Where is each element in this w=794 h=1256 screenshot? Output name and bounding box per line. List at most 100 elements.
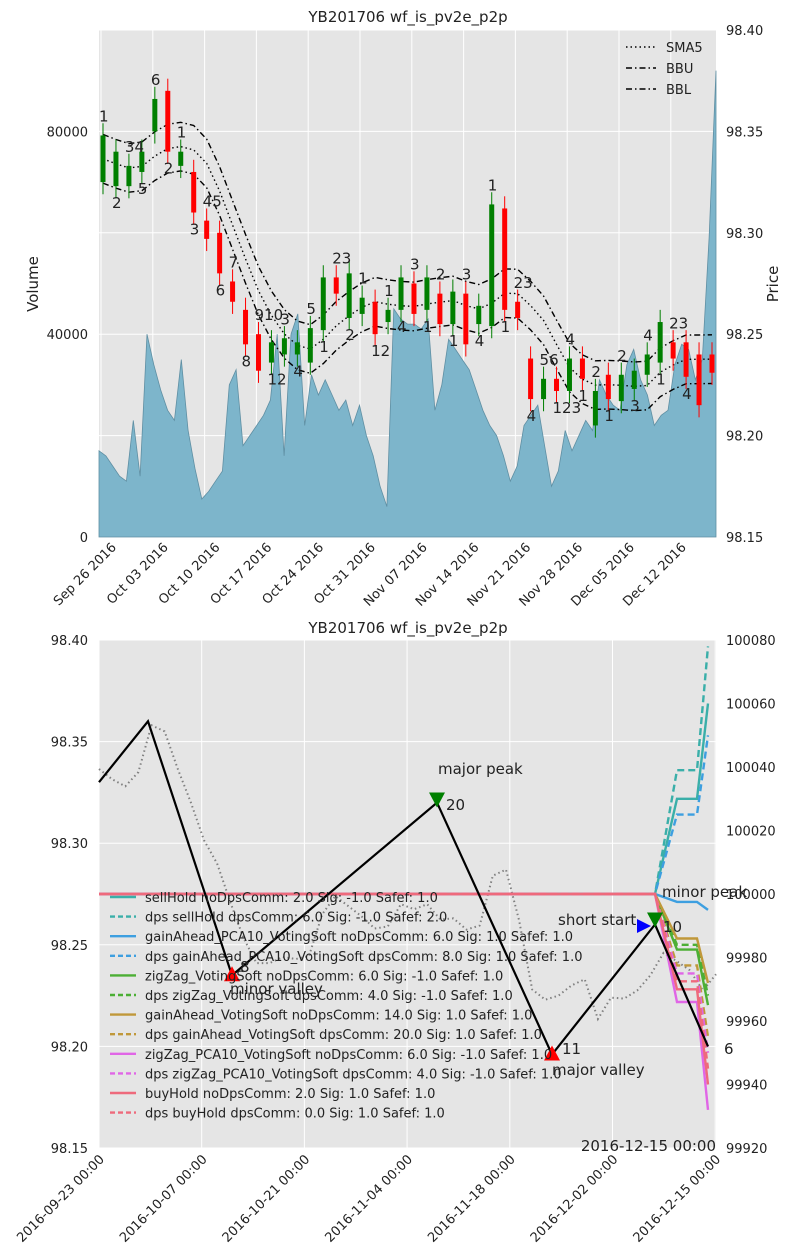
short-start-marker (637, 919, 651, 933)
corner-date-label: 2016-12-15 00:00 (581, 1137, 716, 1155)
major-valley-marker (544, 1045, 560, 1061)
candle-down (502, 208, 508, 310)
right-tick-label: 98.35 (726, 125, 763, 140)
candle-up (178, 151, 184, 166)
left-tick-label: 98.20 (51, 1040, 88, 1055)
candle-label: 4 (643, 326, 653, 344)
candle-up (294, 342, 300, 355)
price-dotted-path (98, 723, 717, 1022)
top-y-ticks: 0 40000 80000 98.15 98.20 98.25 98.30 98.35 98.4… (47, 24, 764, 546)
candle-down (579, 358, 585, 379)
legend-label: gainAhead_PCA10_VotingSoft noDpsComm: 6.… (145, 930, 573, 945)
candle-label: 4 (397, 318, 407, 336)
candles (100, 78, 715, 438)
annotation-label: major peak (438, 760, 523, 778)
left-tick-label: 98.15 (51, 1142, 88, 1157)
legend-label: dps gainAhead_VotingSoft dpsComm: 20.0 S… (145, 1028, 542, 1043)
candle-label: 3 (190, 221, 200, 239)
x-tick-label: 2016-11-04 00:00 (322, 1152, 415, 1245)
x-tick-label: 2016-12-15 00:00 (631, 1152, 724, 1245)
top-chart-title: YB201706 wf_is_pv2e_p2p (307, 8, 507, 27)
candle-up (489, 204, 495, 327)
top-right-axis-label: Price (764, 266, 782, 303)
right-tick-label: 98.30 (726, 227, 763, 242)
legend-label: BBU (666, 62, 693, 77)
right-tick-label: 99920 (726, 1142, 767, 1157)
candle-up (100, 135, 106, 183)
candle-label: 4 (475, 332, 485, 350)
left-tick-label: 0 (80, 531, 88, 546)
candle-up (566, 358, 572, 391)
candle-down (333, 277, 339, 294)
legend-label: BBL (666, 83, 692, 98)
bottom-y-ticks: 98.15 98.20 98.25 98.30 98.35 98.40 99920 99940… (51, 634, 776, 1157)
candle-label: 2 (436, 266, 446, 284)
candle-label: 5 (306, 300, 316, 318)
candle-label: 1 (501, 318, 511, 336)
candle-label: 23 (669, 314, 688, 332)
candle-up (152, 98, 158, 132)
candle-up (139, 151, 145, 172)
candle-down (709, 354, 715, 373)
candle-down (683, 342, 689, 377)
candle-label: 2 (591, 363, 601, 381)
legend-label: gainAhead_VotingSoft noDpsComm: 14.0 Sig… (145, 1009, 532, 1024)
candle-label: 56 (540, 351, 559, 369)
annotation-label: 6 (724, 1040, 734, 1058)
candle-up (307, 328, 313, 363)
candle-up (618, 374, 624, 402)
candle-label: 12 (267, 371, 286, 389)
candle-down (554, 378, 560, 391)
candle-down (230, 281, 236, 302)
candle-down (204, 220, 210, 239)
legend-label: dps buyHold dpsComm: 0.0 Sig: 1.0 Safef:… (145, 1107, 445, 1122)
candle-up (268, 342, 274, 363)
candle-label: 2 (617, 347, 627, 365)
right-tick-label: 100020 (726, 825, 776, 840)
candle-up (657, 322, 663, 363)
right-tick-label: 98.25 (726, 328, 763, 343)
equity-line (99, 892, 710, 1085)
right-tick-label: 100060 (726, 698, 776, 713)
equity-line (99, 646, 710, 896)
bottom-legend: sellHold noDpsComm: 2.0 Sig: -1.0 Safef:… (110, 891, 582, 1122)
candle-down (463, 293, 469, 345)
legend-label: buyHold noDpsComm: 2.0 Sig: 1.0 Safef: 1… (145, 1087, 435, 1102)
x-tick-label: 2016-10-21 00:00 (220, 1152, 313, 1245)
candle-up (592, 390, 598, 426)
minor-valley-marker (224, 966, 240, 982)
right-tick-label: 100000 (726, 888, 776, 903)
candle-label: 4 (565, 331, 575, 349)
candle-label: 7 (229, 253, 239, 271)
candle-up (385, 309, 391, 323)
candle-label: 3 (410, 256, 420, 274)
candle-label: 3 (280, 310, 290, 328)
candle-down (696, 354, 702, 406)
top-candlestick-panel: 1234562134567891012345123211214312134112… (24, 8, 782, 610)
legend-label: dps gainAhead_PCA10_VotingSoft dpsComm: … (145, 950, 582, 965)
bottom-chart-title: YB201706 wf_is_pv2e_p2p (307, 619, 507, 638)
legend-label: sellHold noDpsComm: 2.0 Sig: -1.0 Safef:… (145, 891, 438, 906)
candle-label: 3 (630, 397, 640, 415)
candle-label: 6 (216, 281, 226, 299)
annotation-label: 20 (446, 796, 465, 814)
candle-label: 8 (242, 352, 252, 370)
right-tick-label: 100040 (726, 761, 776, 776)
candle-down (605, 374, 611, 400)
major-peak-marker (429, 792, 445, 808)
candle-label: 1 (423, 318, 433, 336)
bottom-x-ticks: 2016-09-23 00:00 2016-10-07 00:00 2016-10-… (14, 1152, 724, 1245)
legend-label: SMA5 (666, 41, 703, 56)
x-tick-label: 2016-12-02 00:00 (528, 1152, 621, 1245)
annotation-label: 10 (663, 918, 682, 936)
candle-down (191, 171, 197, 213)
left-tick-label: 98.40 (51, 634, 88, 649)
left-tick-label: 98.35 (51, 736, 88, 751)
right-tick-label: 99980 (726, 952, 767, 967)
annotation-label: minor peak (662, 883, 747, 901)
equity-line (99, 892, 710, 1038)
candle-label: 3 (462, 266, 472, 284)
candle-up (424, 277, 430, 310)
